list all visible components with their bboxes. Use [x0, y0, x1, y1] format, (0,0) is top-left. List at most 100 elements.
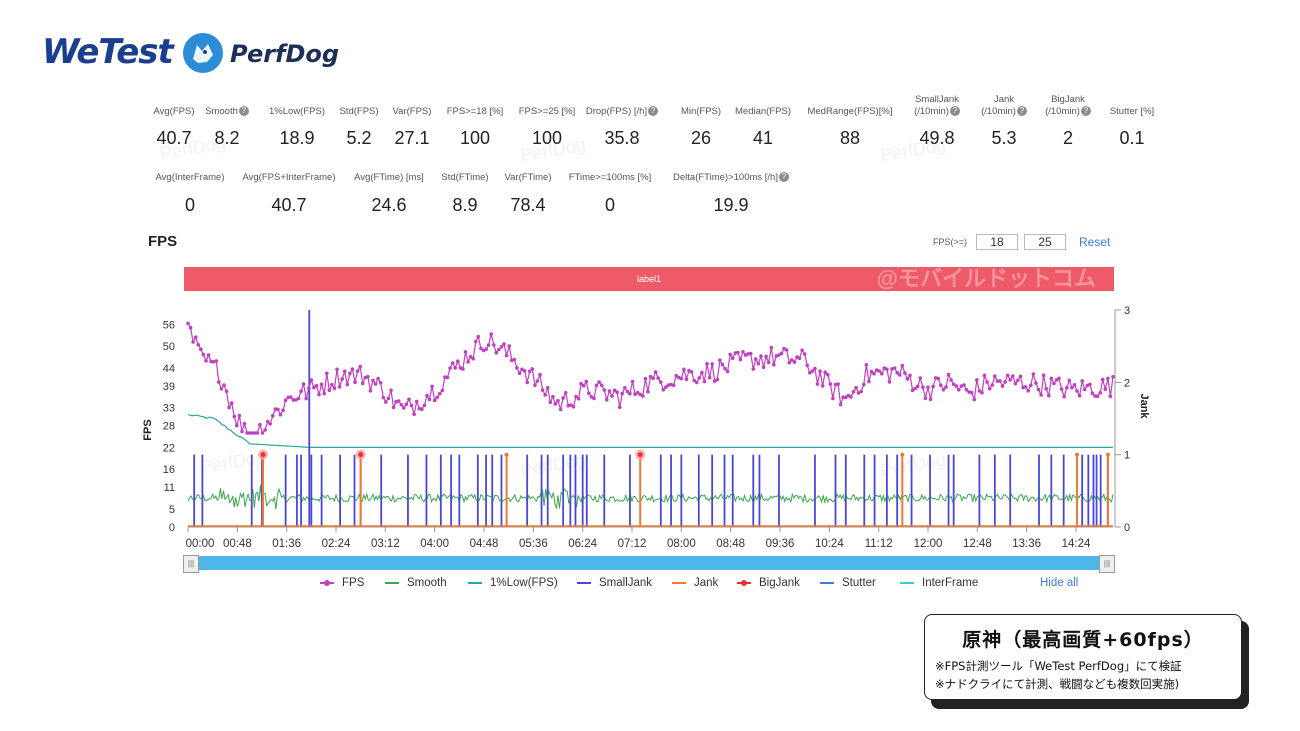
fps-point [517, 371, 522, 376]
stat-row1-value-14: 0.1 [1119, 128, 1145, 148]
fps-point [682, 367, 686, 372]
fps-point [502, 342, 506, 346]
fps-point [492, 343, 496, 347]
fps-point [358, 364, 363, 369]
fps-point [299, 389, 303, 394]
fps-point [779, 351, 784, 356]
fps-point [990, 383, 994, 387]
legend-item-4[interactable]: Jank [672, 577, 718, 589]
fps-point [1077, 394, 1082, 398]
stat-row1-label-text-2: 1%Low(FPS) [269, 106, 325, 117]
slider-handle-right[interactable]: ||| [1099, 555, 1115, 573]
fps-point [402, 406, 406, 410]
legend-item-7[interactable]: InterFrame [900, 577, 978, 589]
legend-item-0[interactable]: FPS [320, 577, 364, 589]
fps-point [671, 383, 676, 388]
help-icon[interactable]: ? [648, 106, 659, 117]
fps-point [1011, 374, 1015, 378]
fps-point [1018, 374, 1023, 379]
fps-point [985, 380, 989, 384]
fps-point [895, 370, 899, 375]
time-range-slider[interactable]: ||| ||| [183, 555, 1115, 573]
slider-handle-left[interactable]: ||| [183, 555, 199, 573]
fps-point [309, 378, 314, 382]
fps-point [869, 369, 874, 374]
help-icon[interactable]: ? [1016, 106, 1027, 117]
legend-swatch [385, 582, 399, 584]
stat-row1-label-9: Median(FPS) [703, 106, 823, 118]
legend-item-1[interactable]: Smooth [385, 577, 447, 589]
x-tick-label: 00:00 [186, 538, 215, 550]
fps-point [607, 389, 612, 393]
fps-point [1062, 394, 1066, 399]
fps-point [715, 377, 720, 382]
label-bar[interactable]: label1 @モバイルドットコム [184, 267, 1114, 291]
fps-point [255, 431, 260, 435]
help-icon[interactable]: ? [949, 106, 960, 117]
legend-item-5[interactable]: BigJank [737, 577, 800, 589]
fps-point [828, 382, 833, 386]
fps-point [1034, 381, 1038, 385]
y-tick-label: 56 [163, 319, 175, 331]
fps-point [772, 362, 776, 367]
threshold-input-1[interactable]: 18 [976, 234, 1018, 250]
fps-point [438, 391, 442, 396]
fps-point [368, 389, 373, 393]
fps-point [712, 379, 717, 383]
hide-all-button[interactable]: Hide all [1040, 577, 1079, 589]
perfdog-logo: PerfDog [230, 40, 340, 68]
fps-point [186, 321, 190, 326]
stat-row1-value-12: 5.3 [991, 128, 1017, 148]
fps-point [325, 371, 329, 376]
1pct-low-line [187, 413, 1113, 448]
fps-point [849, 395, 853, 399]
fps-point [756, 362, 761, 366]
fps-point [340, 377, 345, 381]
fps-point [484, 347, 488, 352]
fps-point [951, 382, 956, 387]
legend-label: 1%Low(FPS) [490, 577, 558, 589]
fps-point [859, 389, 863, 394]
fps-point [695, 380, 699, 385]
fps-point [407, 397, 411, 402]
stat-row1-value-8: 26 [690, 128, 712, 148]
fps-point [258, 422, 262, 427]
legend-item-3[interactable]: SmallJank [577, 577, 652, 589]
fps-point [977, 389, 982, 393]
fps-point [1072, 383, 1077, 387]
fps-point [628, 391, 632, 396]
help-icon[interactable]: ? [1080, 106, 1091, 117]
fps-point [872, 371, 876, 376]
legend-dot [741, 580, 747, 586]
y-tick-label: 0 [169, 522, 175, 534]
fps-point [253, 431, 257, 435]
fps-point [980, 390, 984, 395]
fps-point [931, 384, 935, 389]
help-icon[interactable]: ? [238, 106, 249, 117]
fps-point [1052, 381, 1056, 386]
stat-row1-value-4: 27.1 [394, 128, 430, 148]
stat-row1-label-11: SmallJank (/10min)? [877, 94, 997, 118]
fps-point [497, 347, 501, 352]
fps-point [581, 383, 586, 388]
fps-point [355, 369, 360, 373]
legend-item-6[interactable]: Stutter [820, 577, 876, 589]
threshold-input-2[interactable]: 25 [1024, 234, 1066, 250]
fps-point [587, 391, 591, 396]
y2-tick-label: 0 [1124, 522, 1130, 534]
legend-swatch [672, 582, 686, 584]
fps-point [286, 395, 291, 400]
fps-point [728, 352, 732, 357]
help-icon[interactable]: ? [778, 172, 789, 183]
label-bar-text: label1 [636, 274, 662, 284]
fps-point [474, 339, 478, 344]
stat-row1-label-4: Var(FPS) [352, 106, 472, 118]
fps-point [440, 388, 445, 393]
legend-label: FPS [342, 577, 365, 589]
fps-point [525, 380, 529, 385]
fps-point [738, 357, 743, 362]
reset-button[interactable]: Reset [1079, 235, 1111, 249]
fps-point [196, 343, 201, 347]
fps-point [471, 356, 476, 361]
legend-item-2[interactable]: 1%Low(FPS) [468, 577, 558, 589]
